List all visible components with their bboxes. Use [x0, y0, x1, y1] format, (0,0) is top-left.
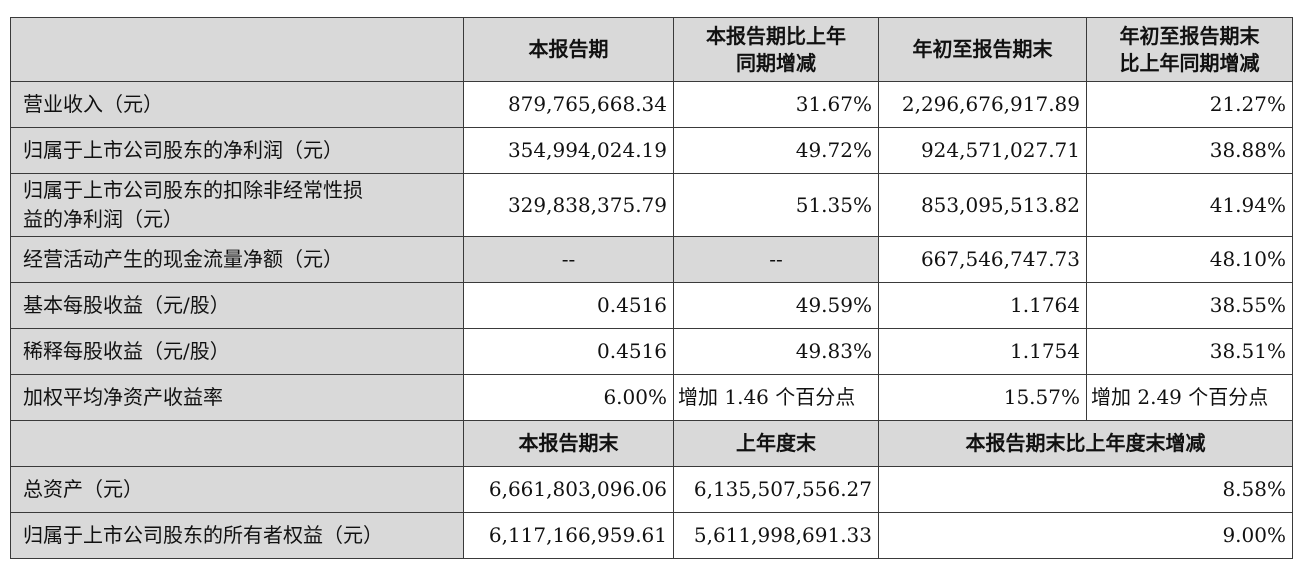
current-period-value: -- — [463, 236, 674, 283]
table-row: 归属于上市公司股东的净利润（元） 354,994,024.19 49.72% 9… — [10, 127, 1293, 174]
ytd-change-value: 48.10% — [1086, 236, 1293, 283]
ytd-value: 667,546,747.73 — [878, 236, 1087, 283]
table-row: 经营活动产生的现金流量净额（元） -- -- 667,546,747.73 48… — [10, 236, 1293, 283]
table-row: 加权平均净资产收益率 6.00% 增加 1.46 个百分点 15.57% 增加 … — [10, 374, 1293, 421]
table-row: 营业收入（元） 879,765,668.34 31.67% 2,296,676,… — [10, 81, 1293, 128]
row-label-line1: 归属于上市公司股东的扣除非经常性损 — [23, 178, 363, 202]
table-row: 归属于上市公司股东的所有者权益（元） 6,117,166,959.61 5,61… — [10, 512, 1293, 559]
table-row: 稀释每股收益（元/股） 0.4516 49.83% 1.1754 38.51% — [10, 328, 1293, 375]
change-value: 8.58% — [878, 466, 1293, 513]
yoy-change-value: 49.72% — [673, 127, 879, 174]
row-label: 总资产（元） — [10, 466, 464, 513]
ytd-change-value: 21.27% — [1086, 81, 1293, 128]
row-label: 归属于上市公司股东的净利润（元） — [10, 127, 464, 174]
row-label: 加权平均净资产收益率 — [10, 374, 464, 421]
prior-year-end-value: 5,611,998,691.33 — [673, 512, 879, 559]
table-row: 归属于上市公司股东的扣除非经常性损 益的净利润（元） 329,838,375.7… — [10, 173, 1293, 237]
yoy-change-value: 49.59% — [673, 282, 879, 329]
row-label-line2: 益的净利润（元） — [23, 207, 183, 231]
ytd-value: 1.1764 — [878, 282, 1087, 329]
ytd-change-value: 41.94% — [1086, 173, 1293, 237]
ytd-value: 15.57% — [878, 374, 1087, 421]
row-label: 基本每股收益（元/股） — [10, 282, 464, 329]
row-label: 归属于上市公司股东的扣除非经常性损 益的净利润（元） — [10, 173, 464, 237]
ytd-value: 924,571,027.71 — [878, 127, 1087, 174]
ytd-change-value: 增加 2.49 个百分点 — [1086, 374, 1293, 421]
header-current-period: 本报告期 — [463, 17, 674, 82]
financial-data-table: 本报告期 本报告期比上年 同期增减 年初至报告期末 年初至报告期末 比上年同期增… — [10, 17, 1293, 559]
header-empty-cell — [10, 17, 464, 82]
current-period-value: 879,765,668.34 — [463, 81, 674, 128]
ytd-value: 853,095,513.82 — [878, 173, 1087, 237]
header2-prior-year-end: 上年度末 — [673, 420, 879, 467]
row-label: 稀释每股收益（元/股） — [10, 328, 464, 375]
current-period-value: 0.4516 — [463, 282, 674, 329]
header-yoy-change-line1: 本报告期比上年 — [706, 23, 846, 48]
header2-period-end: 本报告期末 — [463, 420, 674, 467]
header-ytd-change: 年初至报告期末 比上年同期增减 — [1086, 17, 1293, 82]
ytd-change-value: 38.55% — [1086, 282, 1293, 329]
header-ytd: 年初至报告期末 — [878, 17, 1087, 82]
header-ytd-text: 年初至报告期末 — [912, 37, 1053, 61]
ytd-value: 1.1754 — [878, 328, 1087, 375]
current-period-value: 6.00% — [463, 374, 674, 421]
current-period-value: 354,994,024.19 — [463, 127, 674, 174]
table-row: 基本每股收益（元/股） 0.4516 49.59% 1.1764 38.55% — [10, 282, 1293, 329]
yoy-change-value: 49.83% — [673, 328, 879, 375]
current-period-value: 329,838,375.79 — [463, 173, 674, 237]
header2-change: 本报告期末比上年度末增减 — [878, 420, 1293, 467]
row-label: 经营活动产生的现金流量净额（元） — [10, 236, 464, 283]
ytd-change-value: 38.88% — [1086, 127, 1293, 174]
header-ytd-change-line2: 比上年同期增减 — [1119, 50, 1260, 75]
table-header-row-2: 本报告期末 上年度末 本报告期末比上年度末增减 — [10, 420, 1293, 467]
header-current-period-text: 本报告期 — [528, 37, 609, 61]
current-period-value: 0.4516 — [463, 328, 674, 375]
change-value: 9.00% — [878, 512, 1293, 559]
yoy-change-value: 增加 1.46 个百分点 — [673, 374, 879, 421]
period-end-value: 6,661,803,096.06 — [463, 466, 674, 513]
header-ytd-change-line1: 年初至报告期末 — [1119, 23, 1260, 48]
header2-empty-cell — [10, 420, 464, 467]
row-label: 营业收入（元） — [10, 81, 464, 128]
yoy-change-value: 31.67% — [673, 81, 879, 128]
header-yoy-change: 本报告期比上年 同期增减 — [673, 17, 879, 82]
header-yoy-change-line2: 同期增减 — [736, 50, 816, 75]
period-end-value: 6,117,166,959.61 — [463, 512, 674, 559]
row-label: 归属于上市公司股东的所有者权益（元） — [10, 512, 464, 559]
yoy-change-value: -- — [673, 236, 879, 283]
prior-year-end-value: 6,135,507,556.27 — [673, 466, 879, 513]
ytd-value: 2,296,676,917.89 — [878, 81, 1087, 128]
ytd-change-value: 38.51% — [1086, 328, 1293, 375]
table-header-row: 本报告期 本报告期比上年 同期增减 年初至报告期末 年初至报告期末 比上年同期增… — [10, 17, 1293, 82]
table-row: 总资产（元） 6,661,803,096.06 6,135,507,556.27… — [10, 466, 1293, 513]
yoy-change-value: 51.35% — [673, 173, 879, 237]
